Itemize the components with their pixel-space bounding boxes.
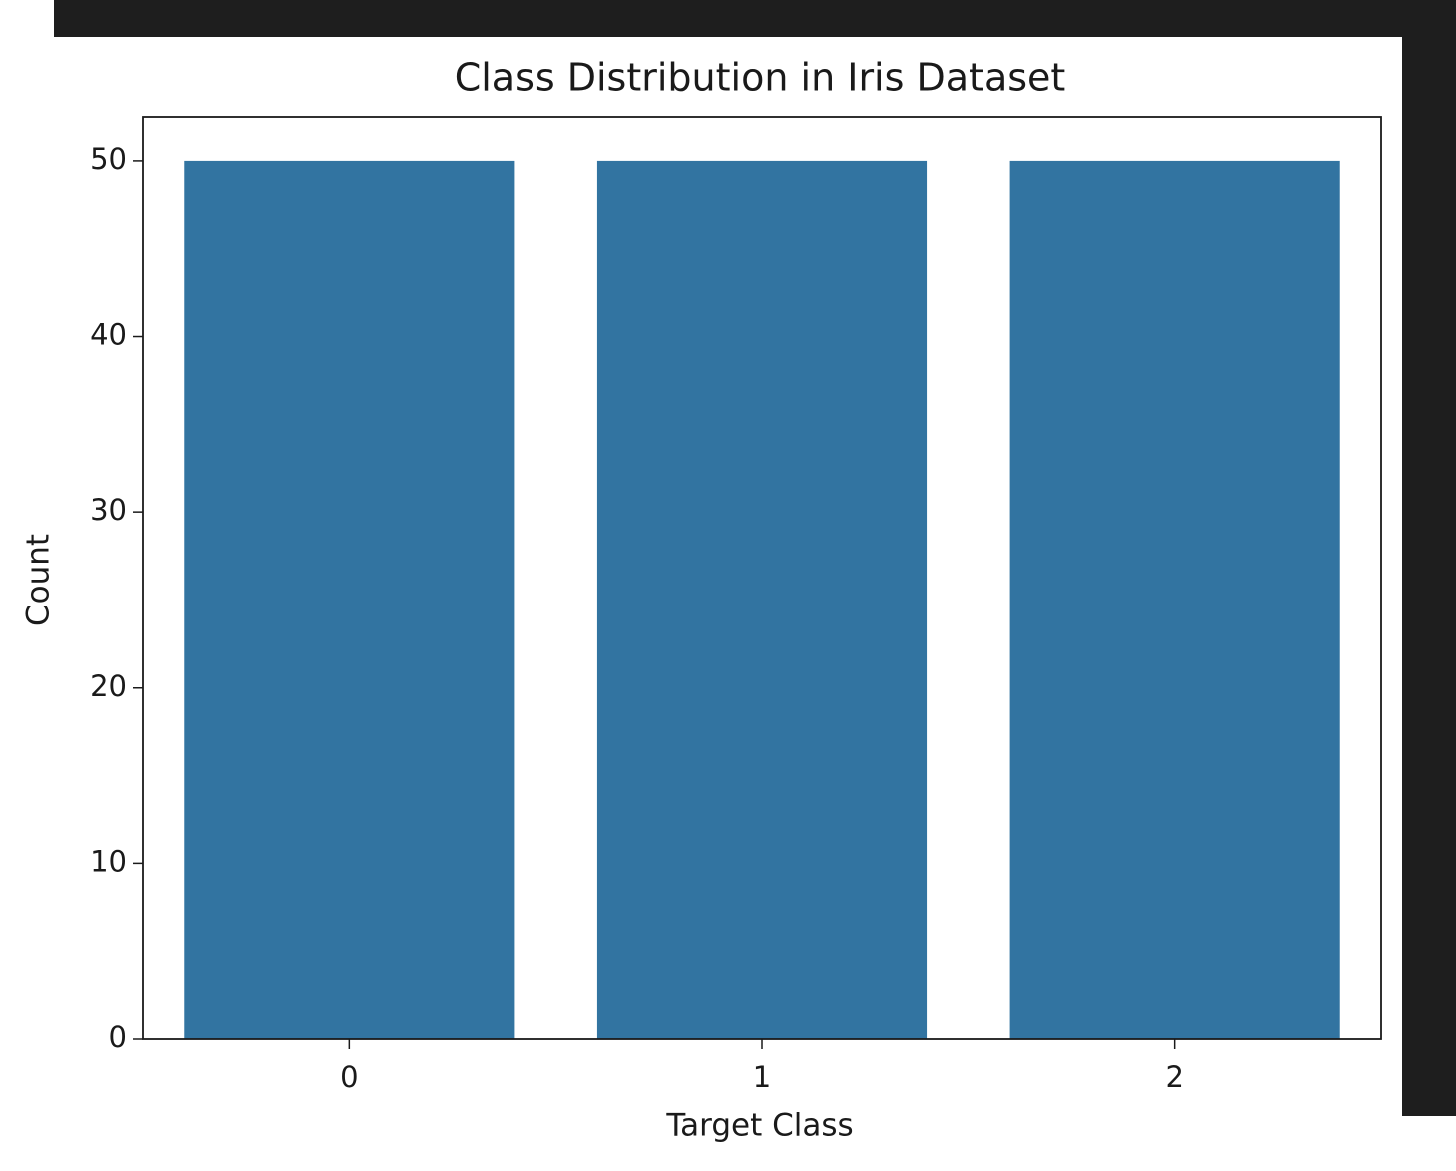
y-tick-label: 30 — [90, 493, 127, 527]
bar — [184, 160, 515, 1039]
chart-title: Class Distribution in Iris Dataset — [455, 56, 1066, 100]
y-tick-label: 10 — [90, 844, 127, 878]
y-tick-label: 0 — [109, 1020, 127, 1054]
y-tick-label: 40 — [90, 318, 127, 352]
x-tick-label: 1 — [753, 1060, 771, 1094]
y-tick-label: 20 — [90, 669, 127, 703]
y-axis-label: Count — [21, 534, 57, 626]
x-tick-label: 0 — [340, 1060, 358, 1094]
bar — [596, 160, 928, 1039]
bar — [1009, 160, 1340, 1039]
dark-frame — [54, 0, 1456, 37]
y-tick-label: 50 — [90, 142, 127, 176]
chart: Class Distribution in Iris Dataset Targe… — [21, 56, 1382, 1144]
x-axis-label: Target Class — [665, 1108, 853, 1144]
x-tick-label: 2 — [1165, 1060, 1183, 1094]
axes-frame — [142, 116, 1382, 1040]
dark-frame — [1402, 0, 1456, 1116]
